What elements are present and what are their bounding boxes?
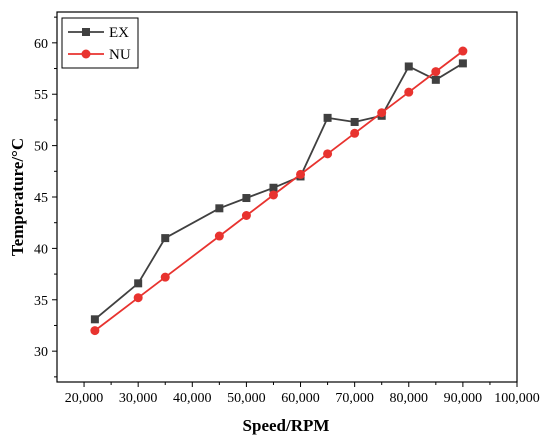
data-point-nu [350,128,360,138]
legend-label-nu: NU [109,47,131,63]
data-point-ex [323,113,332,122]
x-tick-label: 30,000 [119,391,158,406]
y-axis-title: Temperature/°C [8,138,27,256]
y-tick-label: 45 [34,191,48,206]
x-tick-label: 80,000 [390,391,429,406]
data-point-nu [241,211,251,220]
y-tick-label: 60 [34,37,48,52]
data-point-ex [458,59,467,68]
y-tick-label: 35 [34,294,48,309]
x-tick-label: 100,000 [494,391,540,406]
x-tick-label: 40,000 [173,391,212,406]
data-point-ex [215,204,224,213]
x-tick-label: 70,000 [335,391,374,406]
x-tick-label: 50,000 [227,391,266,406]
data-point-nu [323,149,333,159]
data-point-nu [377,108,387,118]
legend-label-ex: EX [109,25,129,41]
legend-marker-ex [82,28,90,36]
data-point-ex [404,62,413,71]
data-point-nu [458,46,468,56]
x-tick-label: 90,000 [444,391,483,406]
data-point-ex [134,279,143,288]
data-point-nu [214,231,224,241]
legend-box [61,17,139,69]
x-tick-label: 20,000 [65,391,104,406]
data-point-nu [90,326,100,336]
data-point-ex [350,117,359,126]
y-tick-label: 40 [34,242,48,257]
data-point-ex [269,183,278,192]
y-tick-label: 30 [34,345,48,360]
data-point-nu [160,272,170,282]
data-point-nu [404,87,414,97]
data-point-ex [242,194,251,203]
x-tick-label: 60,000 [281,391,320,406]
y-tick-label: 50 [34,140,48,155]
data-point-ex [161,234,170,243]
data-point-nu [296,169,306,179]
y-tick-label: 55 [34,88,48,103]
data-point-ex [431,75,440,84]
data-point-nu [133,293,143,303]
data-point-ex [90,315,99,324]
legend-marker-nu [81,49,91,59]
data-point-nu [431,67,441,77]
data-point-nu [268,190,278,200]
chart-marks: 20,000 30,000 40,000 50,000 60,000 70,000 80,0… [34,11,540,406]
x-axis-title: Speed/RPM [243,416,330,435]
